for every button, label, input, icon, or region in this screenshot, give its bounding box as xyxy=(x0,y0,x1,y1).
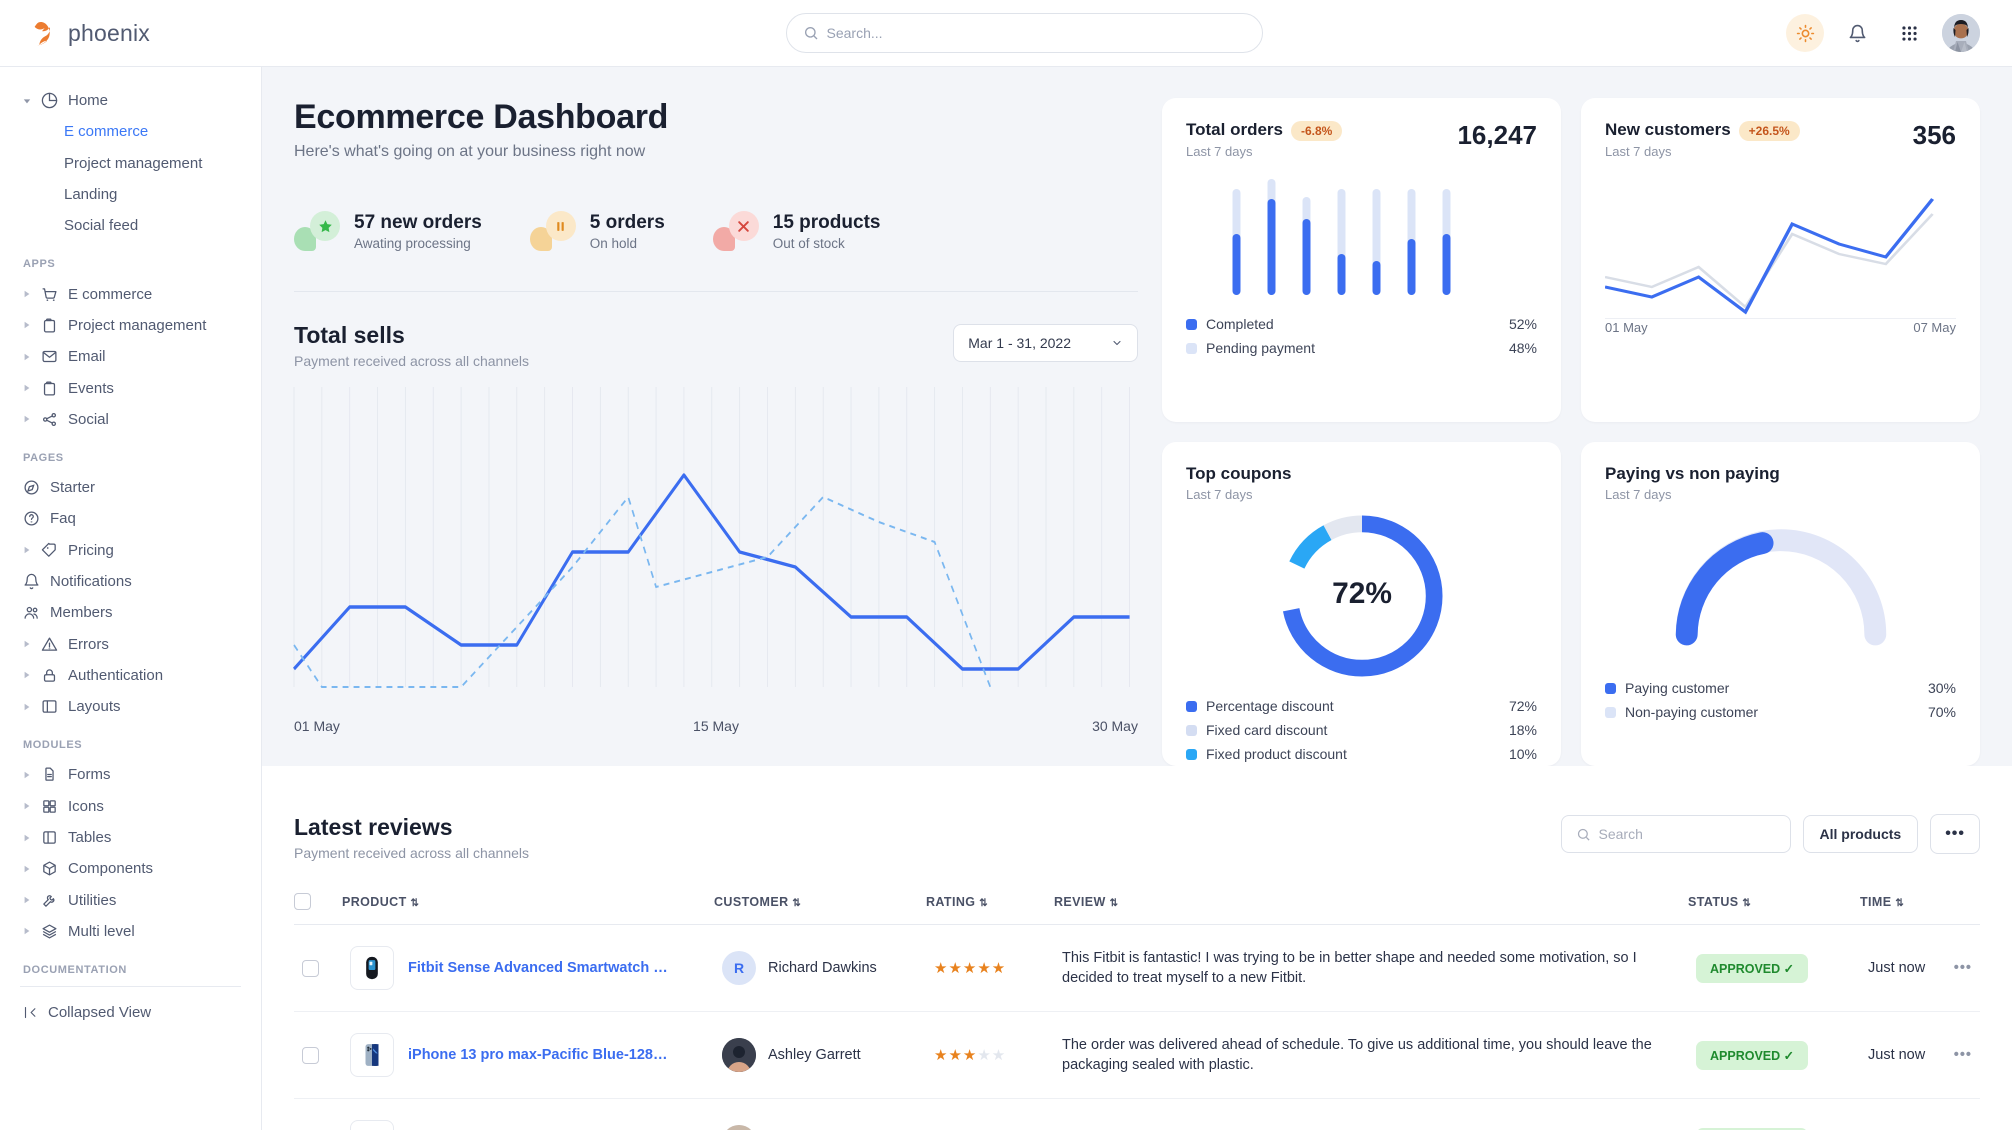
svg-text:72%: 72% xyxy=(1332,577,1392,610)
